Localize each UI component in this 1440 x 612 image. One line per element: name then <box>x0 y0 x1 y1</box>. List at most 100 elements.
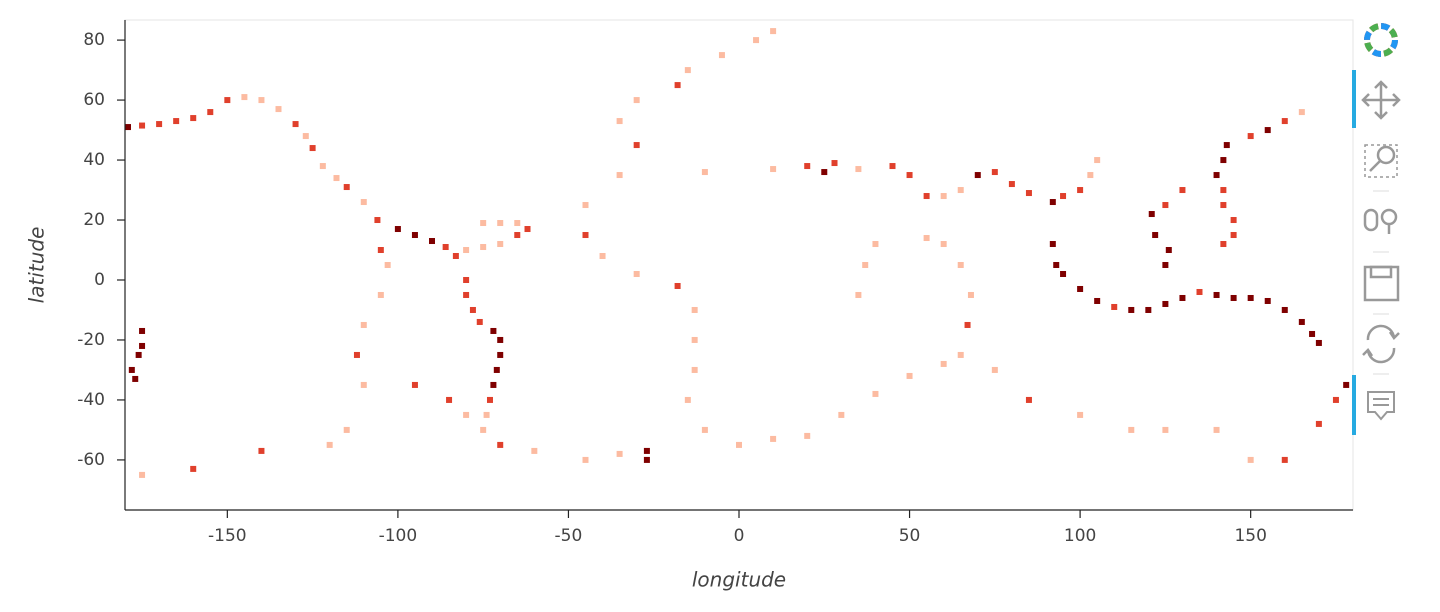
density-cell <box>442 244 449 251</box>
density-cell <box>139 327 146 334</box>
density-cell <box>309 145 316 152</box>
wheel-zoom-tool[interactable] <box>1363 208 1398 234</box>
density-cell <box>452 253 459 260</box>
density-cell <box>923 193 930 200</box>
reset-tool[interactable] <box>1362 324 1400 364</box>
density-cell <box>446 396 453 403</box>
density-cell <box>497 336 504 343</box>
density-cell <box>674 282 681 289</box>
density-cell <box>831 160 838 167</box>
density-cell <box>224 97 231 104</box>
density-cell <box>1053 262 1060 268</box>
density-cell <box>241 94 248 101</box>
density-cell <box>1223 142 1230 149</box>
bokeh-logo[interactable] <box>1364 23 1398 57</box>
density-cell <box>258 447 265 454</box>
y-tick-label: 20 <box>83 210 105 230</box>
save-tool[interactable] <box>1363 265 1400 302</box>
density-cell <box>360 199 367 206</box>
x-tick-label: 50 <box>899 526 921 546</box>
density-cell <box>582 232 589 239</box>
density-cell <box>674 82 681 89</box>
density-cell <box>1162 426 1169 433</box>
y-tick-label: -40 <box>77 390 105 410</box>
density-cell <box>353 351 360 358</box>
density-cell <box>1077 187 1084 194</box>
density-cell <box>1230 232 1237 239</box>
density-cell <box>463 411 470 418</box>
density-cell <box>643 456 650 463</box>
x-tick-label: 0 <box>734 526 745 546</box>
density-cell <box>1281 456 1288 463</box>
density-cell <box>940 360 947 367</box>
density-cell <box>1008 181 1015 188</box>
density-cell <box>872 390 879 397</box>
hover-tool[interactable] <box>1367 391 1395 421</box>
density-cell <box>490 327 497 334</box>
density-cell <box>770 166 777 173</box>
pan-tool[interactable] <box>1361 80 1401 120</box>
density-cell <box>374 217 381 224</box>
density-cell <box>132 375 139 382</box>
density-cell <box>633 142 640 149</box>
density-cell <box>463 291 470 298</box>
density-cell <box>1179 187 1186 194</box>
density-cell <box>139 342 146 349</box>
density-cell <box>1230 217 1237 224</box>
density-cell <box>616 118 623 125</box>
density-cell <box>1332 396 1339 403</box>
density-cell <box>1077 285 1084 292</box>
density-cell <box>1179 294 1186 301</box>
density-cell <box>258 97 265 104</box>
density-cell <box>967 291 974 298</box>
density-cell <box>531 447 538 454</box>
density-cell <box>1247 294 1254 301</box>
density-cell <box>1298 109 1305 116</box>
box-zoom-tool[interactable] <box>1364 144 1398 178</box>
density-cell <box>497 220 504 227</box>
density-cell <box>1213 291 1220 298</box>
density-cell <box>139 471 146 478</box>
density-cell <box>838 411 845 418</box>
density-cell <box>1025 396 1032 403</box>
density-cell <box>377 291 384 298</box>
density-cell <box>691 306 698 313</box>
density-cell <box>1060 193 1067 200</box>
x-axis-label: longitude <box>692 568 786 592</box>
density-cell <box>991 169 998 176</box>
density-cell <box>684 396 691 403</box>
density-cell <box>1049 199 1056 206</box>
x-tick-label: 100 <box>1064 526 1096 546</box>
density-cell <box>1220 187 1227 194</box>
density-cell <box>906 172 913 179</box>
density-cell <box>343 184 350 191</box>
density-cell <box>135 351 142 358</box>
density-cell <box>292 121 299 128</box>
density-cell <box>1148 211 1155 218</box>
density-cell <box>490 381 497 388</box>
x-tick-label: -50 <box>555 526 583 546</box>
y-axis-label: latitude <box>25 227 49 304</box>
density-cell <box>1162 202 1169 209</box>
density-cell <box>275 106 282 113</box>
density-cell <box>701 169 708 176</box>
density-cell <box>1213 172 1220 179</box>
density-cell <box>190 465 197 472</box>
density-cell <box>514 232 521 239</box>
density-cell <box>1060 270 1067 277</box>
density-cell <box>804 163 811 170</box>
density-cell <box>991 366 998 373</box>
density-cell <box>691 366 698 373</box>
y-tick-label: -20 <box>77 330 105 350</box>
density-cell <box>940 193 947 200</box>
y-tick-label: 60 <box>83 90 105 110</box>
density-cell <box>957 187 964 194</box>
density-cell <box>1025 190 1032 197</box>
toolbar <box>1352 23 1401 435</box>
density-cell <box>906 372 913 379</box>
density-cell <box>1152 232 1159 239</box>
density-cell <box>1315 339 1322 346</box>
density-cell <box>862 262 869 268</box>
density-cell <box>770 435 777 442</box>
x-tick-label: -150 <box>208 526 247 546</box>
